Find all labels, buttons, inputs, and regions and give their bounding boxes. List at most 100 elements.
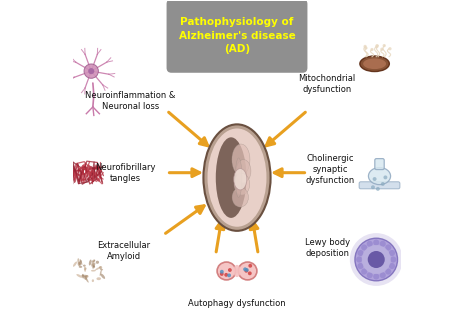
Circle shape (385, 268, 392, 275)
Ellipse shape (363, 59, 386, 69)
Ellipse shape (99, 266, 102, 269)
Ellipse shape (89, 260, 91, 266)
Ellipse shape (79, 266, 82, 268)
Ellipse shape (216, 137, 246, 218)
Ellipse shape (91, 260, 95, 263)
Ellipse shape (232, 188, 248, 207)
Circle shape (367, 241, 373, 247)
Ellipse shape (91, 260, 95, 265)
Circle shape (385, 244, 392, 250)
Text: Autophagy dysfunction: Autophagy dysfunction (188, 299, 286, 308)
Ellipse shape (203, 124, 271, 231)
Circle shape (357, 263, 364, 269)
Circle shape (368, 251, 385, 268)
Circle shape (381, 182, 385, 186)
Ellipse shape (83, 265, 86, 266)
Text: Pathophysiology of
Alzheimer's disease
(AD): Pathophysiology of Alzheimer's disease (… (179, 17, 295, 54)
Ellipse shape (238, 262, 257, 280)
Ellipse shape (84, 276, 87, 280)
Circle shape (248, 264, 252, 268)
Circle shape (362, 245, 391, 274)
Ellipse shape (84, 267, 87, 270)
Ellipse shape (208, 128, 266, 227)
Ellipse shape (96, 261, 99, 264)
Ellipse shape (91, 270, 96, 271)
Ellipse shape (91, 263, 95, 267)
Ellipse shape (92, 264, 95, 267)
Circle shape (245, 269, 248, 273)
Circle shape (224, 273, 228, 277)
Text: Lewy body
deposition: Lewy body deposition (304, 238, 350, 258)
Circle shape (383, 175, 387, 179)
Circle shape (357, 250, 364, 256)
Ellipse shape (368, 167, 391, 185)
Circle shape (84, 64, 99, 78)
Circle shape (367, 272, 373, 278)
Circle shape (364, 46, 367, 50)
Circle shape (380, 48, 383, 51)
Circle shape (227, 273, 231, 277)
Text: Cholinergic
synaptic
dysfunction: Cholinergic synaptic dysfunction (306, 154, 355, 185)
Ellipse shape (360, 56, 389, 71)
Ellipse shape (92, 266, 95, 268)
Circle shape (373, 273, 379, 280)
Ellipse shape (80, 259, 82, 265)
Circle shape (389, 263, 395, 269)
Ellipse shape (76, 274, 82, 278)
Ellipse shape (92, 279, 94, 282)
Ellipse shape (234, 168, 247, 190)
Circle shape (370, 48, 374, 51)
Ellipse shape (100, 268, 103, 270)
Text: Neuroinflammation &
Neuronal loss: Neuroinflammation & Neuronal loss (85, 90, 176, 111)
Text: Neurofibrillary
tangles: Neurofibrillary tangles (95, 163, 156, 183)
Circle shape (375, 45, 378, 48)
Ellipse shape (78, 262, 81, 266)
Circle shape (248, 271, 252, 275)
Circle shape (245, 268, 249, 272)
Ellipse shape (79, 260, 82, 266)
Ellipse shape (82, 275, 88, 277)
Ellipse shape (77, 258, 80, 264)
Circle shape (361, 244, 367, 250)
Ellipse shape (97, 277, 101, 280)
Ellipse shape (236, 160, 251, 183)
Circle shape (389, 250, 395, 256)
Circle shape (383, 44, 386, 47)
Ellipse shape (95, 266, 101, 270)
Circle shape (220, 272, 224, 276)
Ellipse shape (85, 275, 89, 278)
Ellipse shape (232, 144, 250, 175)
FancyBboxPatch shape (375, 159, 384, 169)
Ellipse shape (236, 158, 242, 197)
FancyBboxPatch shape (359, 182, 400, 189)
Circle shape (88, 68, 94, 74)
Ellipse shape (84, 266, 86, 272)
Circle shape (373, 177, 376, 181)
Circle shape (375, 44, 379, 47)
Ellipse shape (85, 276, 89, 283)
Ellipse shape (234, 265, 240, 277)
Circle shape (380, 241, 386, 247)
Circle shape (361, 268, 367, 275)
Circle shape (373, 240, 379, 245)
Ellipse shape (100, 269, 102, 276)
FancyBboxPatch shape (166, 0, 308, 73)
Circle shape (364, 45, 367, 48)
Circle shape (376, 187, 380, 191)
Circle shape (243, 267, 247, 271)
Text: Mitochondrial
dysfunction: Mitochondrial dysfunction (299, 74, 356, 94)
Circle shape (388, 47, 392, 50)
Ellipse shape (82, 274, 84, 279)
Text: Extracellular
Amyloid: Extracellular Amyloid (98, 241, 151, 261)
Circle shape (380, 272, 386, 278)
Ellipse shape (217, 262, 236, 280)
Circle shape (228, 268, 232, 272)
Circle shape (371, 185, 375, 189)
Circle shape (220, 270, 224, 274)
Ellipse shape (73, 262, 77, 267)
Circle shape (350, 233, 402, 286)
Ellipse shape (234, 173, 250, 195)
Circle shape (390, 256, 396, 263)
Ellipse shape (100, 274, 105, 279)
Circle shape (355, 238, 398, 281)
